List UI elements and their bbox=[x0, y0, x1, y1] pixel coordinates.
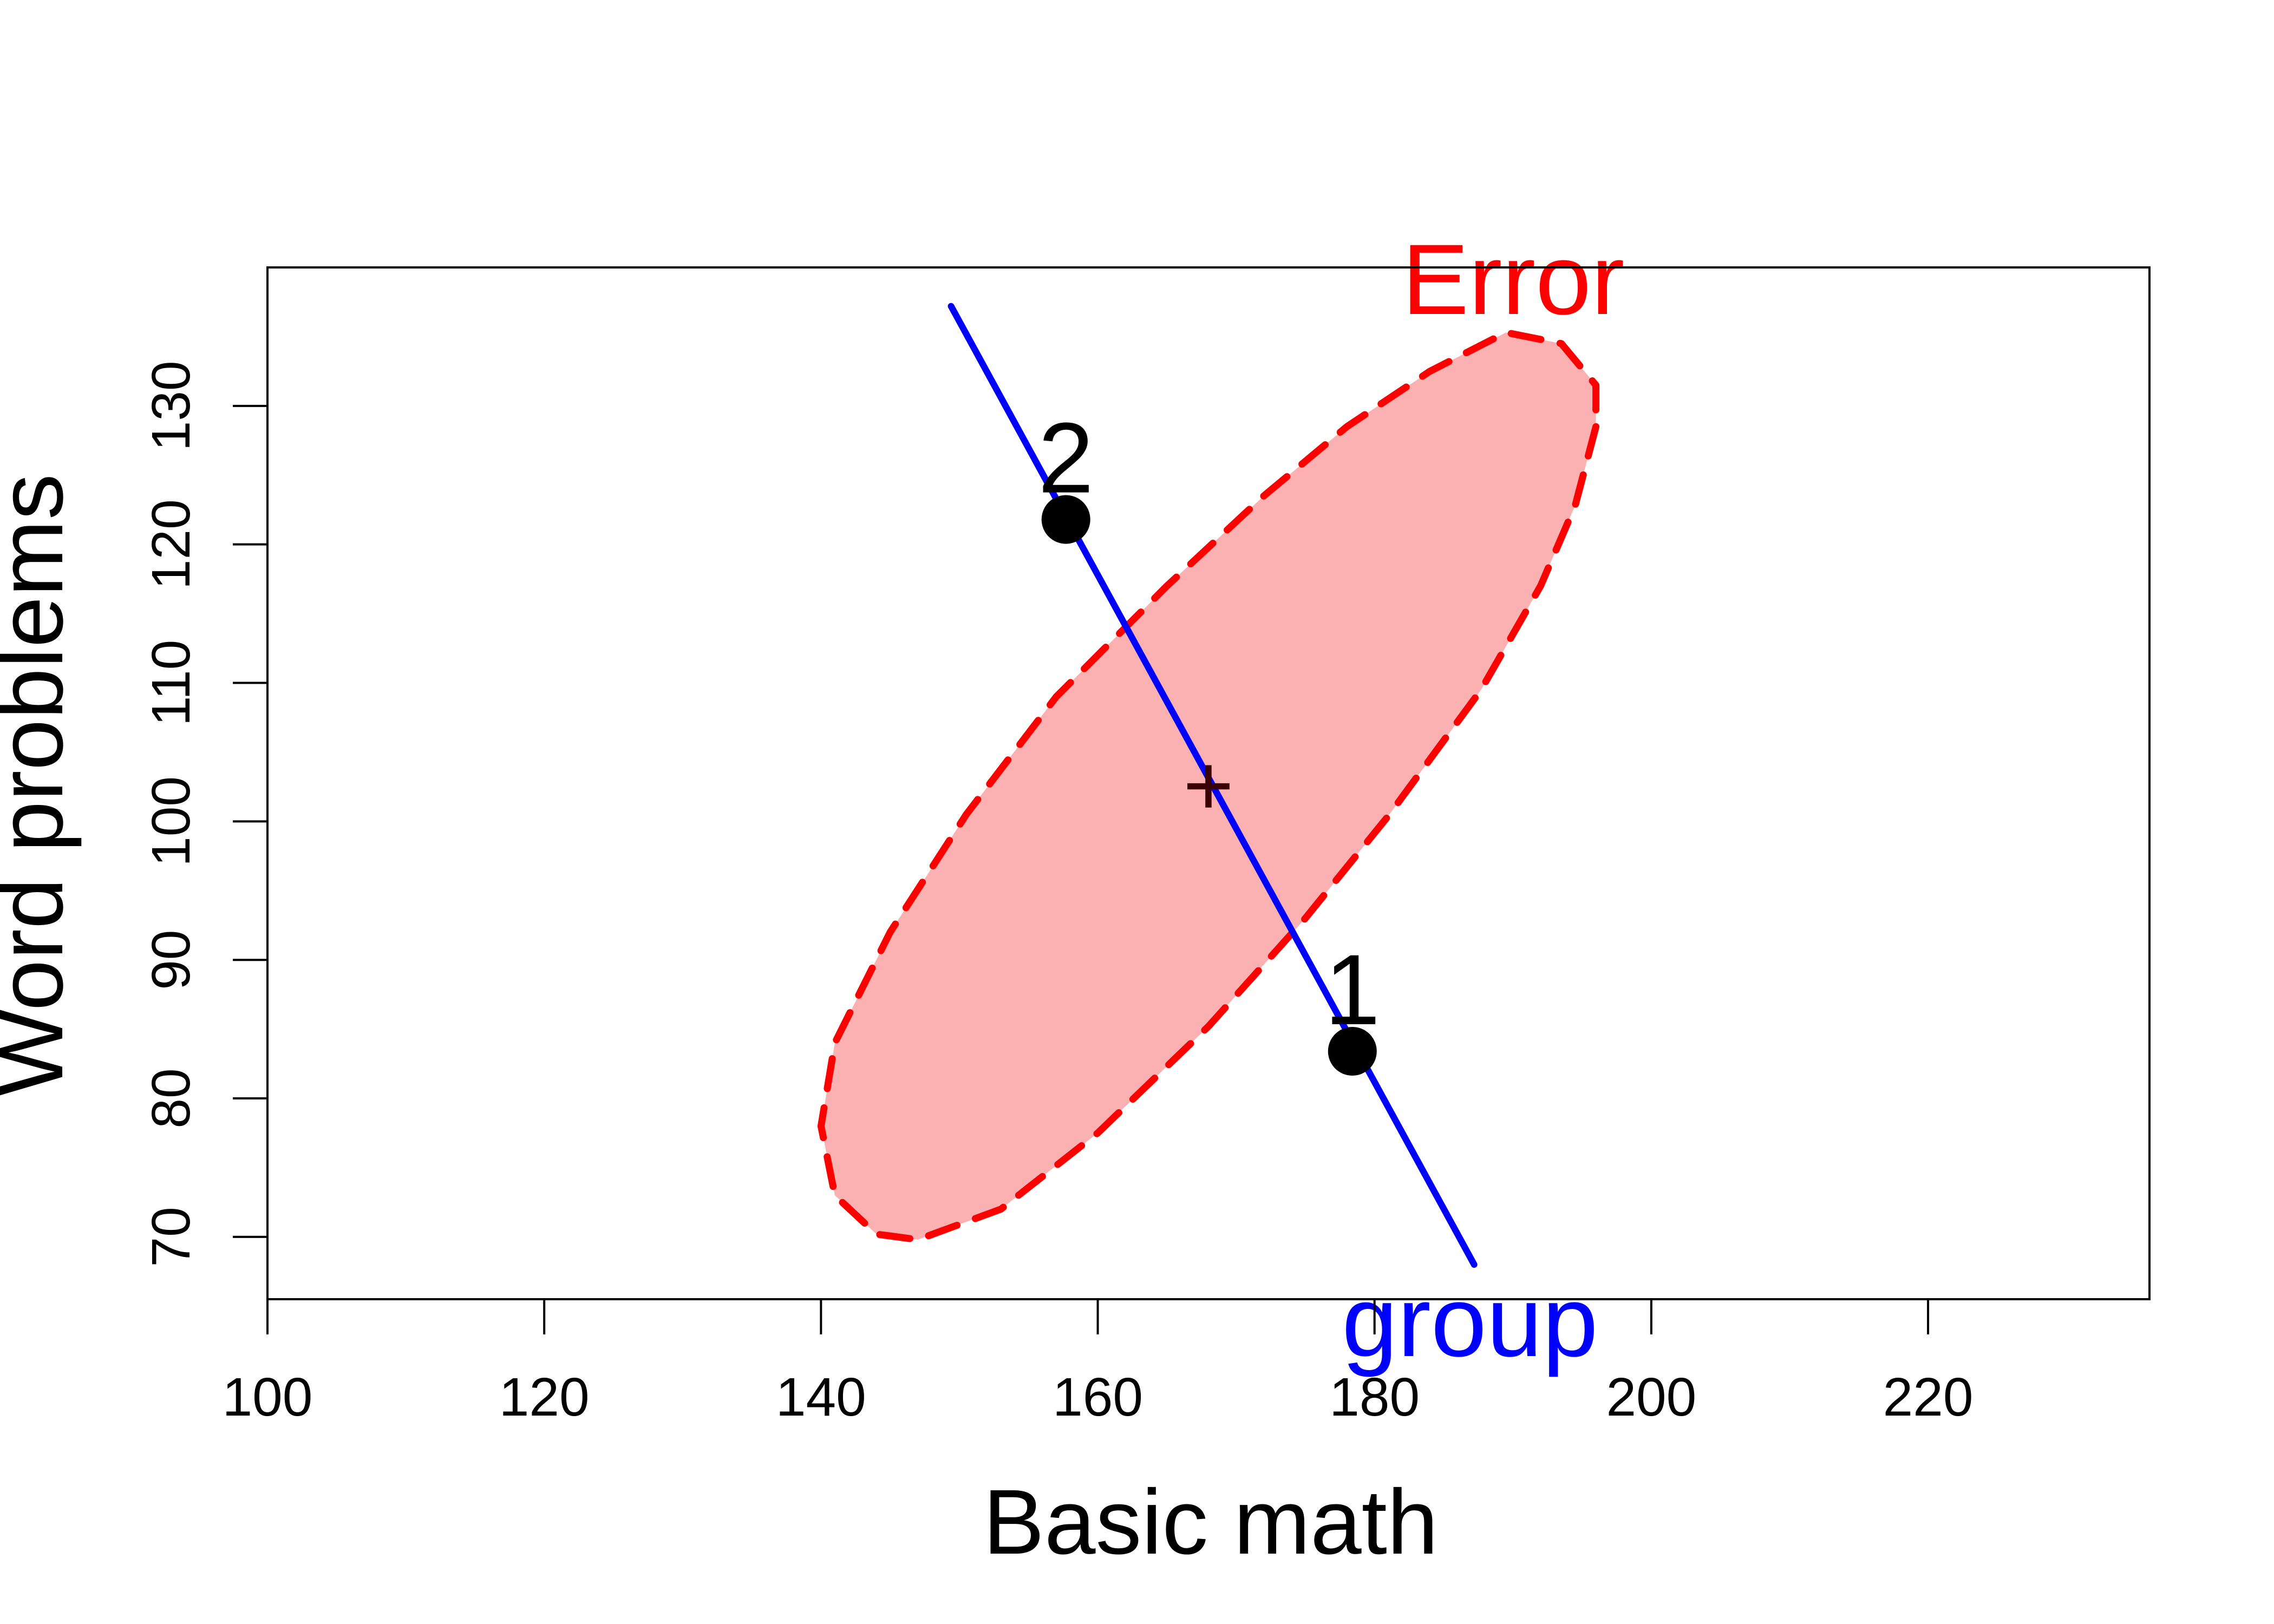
x-tick-label: 200 bbox=[1606, 1367, 1696, 1427]
x-tick-label: 140 bbox=[776, 1367, 866, 1427]
error-ellipse-fill bbox=[821, 332, 1596, 1240]
group-line-label: group bbox=[1342, 1266, 1598, 1378]
error-ellipse-layer: Error bbox=[817, 224, 1625, 1243]
data-points-layer: 1 2 + bbox=[1038, 403, 1380, 1076]
x-tick-label: 180 bbox=[1329, 1367, 1420, 1427]
y-tick-label: 120 bbox=[141, 499, 201, 590]
group-line bbox=[948, 303, 1478, 1268]
y-axis-label: Word problems bbox=[0, 474, 82, 1096]
y-axis: 70 80 90 100 110 120 130 bbox=[141, 361, 269, 1267]
y-tick-label: 130 bbox=[141, 361, 201, 451]
group-line-layer: group bbox=[948, 303, 1598, 1378]
data-point bbox=[1328, 1027, 1377, 1076]
x-axis: 100 120 140 160 180 200 220 bbox=[223, 1298, 1974, 1427]
x-tick-label: 160 bbox=[1053, 1367, 1143, 1427]
y-tick-label: 70 bbox=[141, 1207, 201, 1267]
x-axis-label: Basic math bbox=[983, 1471, 1439, 1574]
data-point bbox=[1041, 495, 1090, 544]
x-tick-label: 100 bbox=[223, 1367, 313, 1427]
error-ellipse-label: Error bbox=[1402, 224, 1624, 336]
y-tick-label: 110 bbox=[141, 640, 201, 726]
centroid-marker: + bbox=[1183, 737, 1233, 834]
x-tick-label: 120 bbox=[499, 1367, 590, 1427]
y-tick-label: 100 bbox=[141, 776, 201, 867]
error-ellipse-outline bbox=[817, 329, 1600, 1243]
x-tick-label: 220 bbox=[1883, 1367, 1974, 1427]
y-tick-label: 80 bbox=[141, 1068, 201, 1128]
y-tick-label: 90 bbox=[141, 930, 201, 990]
data-point-label: 1 bbox=[1324, 934, 1380, 1046]
data-point-label: 2 bbox=[1038, 403, 1094, 514]
